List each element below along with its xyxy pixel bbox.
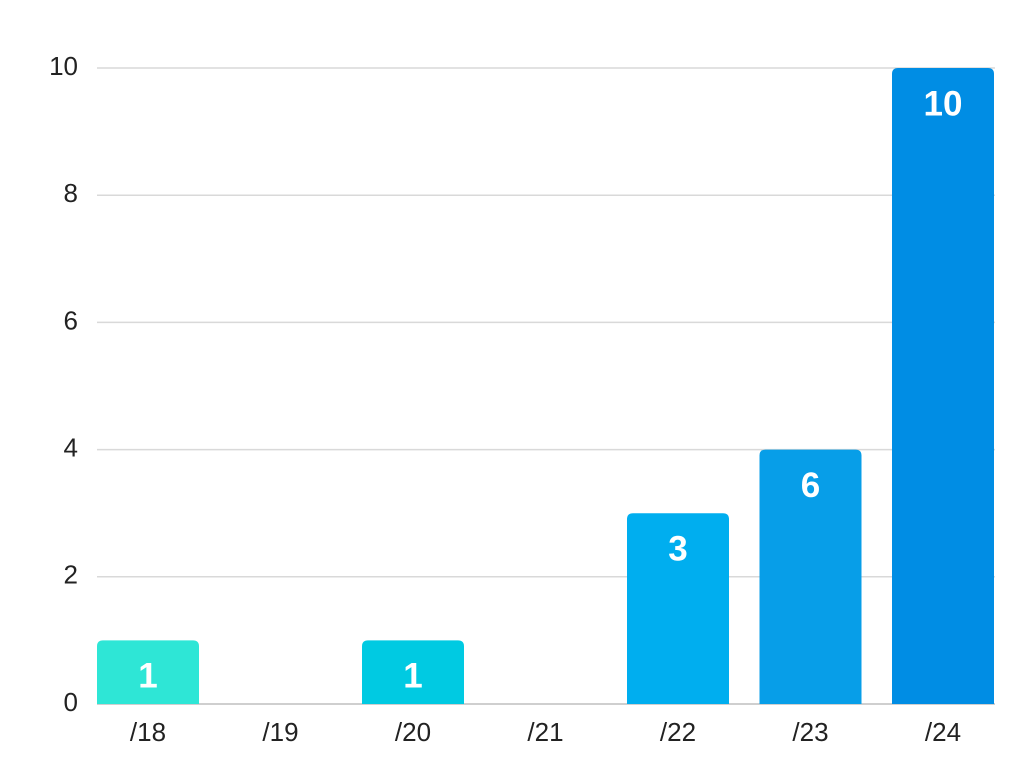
bar — [362, 640, 464, 704]
y-tick-label: 6 — [64, 305, 78, 335]
y-tick-label: 2 — [64, 560, 78, 590]
bar-label: 3 — [668, 529, 687, 568]
bar-label: 1 — [138, 657, 157, 696]
x-tick-label: /23 — [792, 717, 828, 747]
bar — [892, 68, 994, 704]
y-tick-label: 0 — [64, 687, 78, 717]
bar-label: 10 — [924, 84, 963, 123]
x-tick-label: /19 — [262, 717, 298, 747]
y-tick-label: 4 — [64, 432, 78, 462]
bar — [97, 640, 199, 704]
bar — [627, 513, 729, 704]
bar — [759, 449, 862, 704]
x-tick-label: /18 — [130, 717, 166, 747]
bar-label: 1 — [403, 657, 422, 696]
x-tick-label: /22 — [660, 717, 696, 747]
x-tick-label: /21 — [527, 717, 563, 747]
x-tick-label: /24 — [925, 717, 961, 747]
y-tick-label: 8 — [64, 178, 78, 208]
x-tick-label: /20 — [395, 717, 431, 747]
bar-label: 6 — [801, 466, 820, 505]
y-tick-label: 10 — [49, 51, 78, 81]
